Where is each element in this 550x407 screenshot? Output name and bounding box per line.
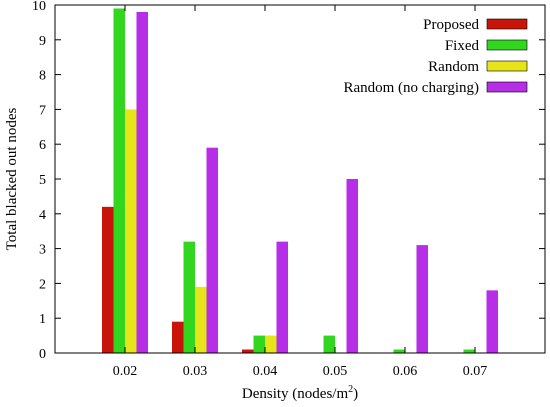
ticks-layer: 0 1 2 3 4 5 6 7 8 9 10 0.02 0.03 0.04 0.05 0.06 0.07 xyxy=(32,0,545,379)
y-tick-label: 9 xyxy=(39,34,46,49)
y-tick-label: 1 xyxy=(39,312,46,327)
legend-swatch xyxy=(486,81,528,93)
x-tick-label: 0.07 xyxy=(463,364,488,379)
y-tick-label: 7 xyxy=(39,103,46,118)
bar xyxy=(172,321,184,353)
bar xyxy=(195,286,207,353)
bar xyxy=(486,290,498,353)
y-tick-label: 0 xyxy=(39,347,46,362)
bar xyxy=(463,349,475,353)
y-tick-label: 6 xyxy=(39,138,46,153)
legend-swatch xyxy=(486,60,528,72)
x-axis-label: Density (nodes/m2) xyxy=(242,384,358,402)
bar xyxy=(393,349,405,353)
bar xyxy=(125,109,137,354)
x-tick-label: 0.04 xyxy=(253,364,278,379)
x-axis-label-superscript: 2 xyxy=(348,384,353,395)
bar xyxy=(276,241,288,353)
bar xyxy=(416,245,428,353)
bar xyxy=(253,335,265,353)
legend-label: Random (no charging) xyxy=(343,80,479,96)
y-tick-label: 5 xyxy=(39,173,46,188)
legend-label: Random xyxy=(428,59,479,75)
y-tick-label: 10 xyxy=(32,0,46,14)
bar xyxy=(265,335,277,353)
x-axis-label-tail: ) xyxy=(353,386,358,402)
bar xyxy=(346,179,358,353)
legend: Proposed Fixed Random Random (no charging) xyxy=(343,17,528,96)
bar xyxy=(242,349,254,353)
bar xyxy=(206,147,218,353)
legend-label: Fixed xyxy=(445,38,480,54)
bar xyxy=(183,241,195,353)
bars-layer xyxy=(102,8,498,354)
legend-label: Proposed xyxy=(423,17,479,33)
y-tick-label: 4 xyxy=(39,208,46,223)
x-tick-label: 0.05 xyxy=(323,364,348,379)
y-tick-label: 8 xyxy=(39,69,46,84)
bar xyxy=(136,11,148,354)
y-tick-label: 2 xyxy=(39,277,46,292)
bar xyxy=(113,8,125,353)
y-tick-label: 3 xyxy=(39,243,46,258)
x-axis-label-main: Density (nodes/m xyxy=(242,386,349,402)
legend-swatch xyxy=(486,39,528,51)
bar xyxy=(323,335,335,353)
bar xyxy=(102,206,114,353)
legend-swatch xyxy=(486,18,528,30)
x-tick-label: 0.03 xyxy=(183,364,208,379)
y-axis-label: Total blacked out nodes xyxy=(4,108,20,251)
x-tick-label: 0.06 xyxy=(393,364,418,379)
x-tick-label: 0.02 xyxy=(113,364,138,379)
